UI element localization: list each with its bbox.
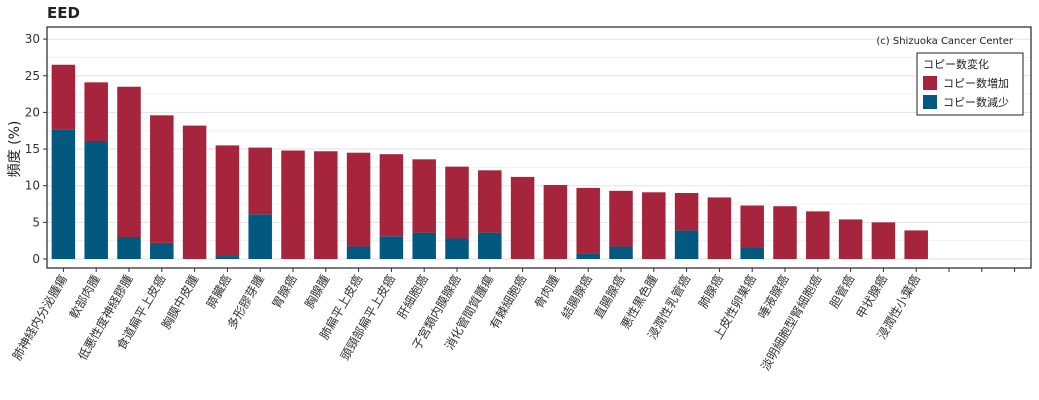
bar-loss xyxy=(248,214,272,259)
bar-gain xyxy=(838,219,863,259)
credit-text: (c) Shizuoka Cancer Center xyxy=(876,36,1014,47)
x-tick-label: 胃腺癌 xyxy=(269,272,300,311)
bar-gain xyxy=(478,170,502,233)
bar-loss xyxy=(379,236,404,259)
bar-gain xyxy=(543,184,568,259)
bar-loss xyxy=(478,232,502,259)
bar-gain xyxy=(871,222,896,259)
bar-gain xyxy=(215,145,240,257)
bar-gain xyxy=(84,82,108,141)
x-tick-label: 直腸腺癌 xyxy=(591,272,628,321)
y-tick-label: 30 xyxy=(25,32,40,46)
bar-gain xyxy=(346,152,371,247)
x-tick-label: 淡明細胞型腎細胞癌 xyxy=(757,272,824,373)
x-tick-label: 結腸腺癌 xyxy=(558,272,595,321)
x-tick-label: 胸腺腫 xyxy=(301,272,332,311)
grid-lines xyxy=(47,38,1031,260)
x-tick-label: 唾液腺癌 xyxy=(755,272,792,321)
x-tick-label: 肺腺癌 xyxy=(695,272,726,311)
bar-gain xyxy=(510,176,535,259)
bar-gain xyxy=(707,197,732,259)
legend-label-loss: コピー数減少 xyxy=(943,95,1009,109)
bar-gain xyxy=(806,211,830,259)
y-axis-label: 頻度 (%) xyxy=(7,121,23,178)
bar-loss xyxy=(740,248,764,259)
bar-loss xyxy=(51,129,76,259)
bar-gain xyxy=(904,230,928,259)
x-tick-label: 膵臓癌 xyxy=(203,272,234,311)
y-tick-label: 20 xyxy=(25,105,40,119)
plot-frame xyxy=(46,26,1032,269)
y-tick-label: 5 xyxy=(32,215,40,229)
bar-loss xyxy=(150,242,174,259)
bar-gain xyxy=(642,192,666,259)
bar-loss xyxy=(346,246,371,259)
bar-loss xyxy=(609,246,633,259)
x-tick-label: 肺神経内分泌腫瘍 xyxy=(9,272,70,363)
legend-swatch-loss xyxy=(923,95,937,109)
bar-gain xyxy=(412,159,436,233)
x-tick-label: 骨肉腫 xyxy=(532,273,562,311)
bar-loss xyxy=(215,256,240,259)
y-tick-label: 15 xyxy=(25,142,40,156)
legend: コピー数変化 コピー数増加 コピー数減少 xyxy=(916,52,1024,116)
chart-title: EED xyxy=(47,4,80,22)
bar-loss xyxy=(674,230,699,259)
bar-gain xyxy=(674,193,699,231)
x-tick-label: 甲状腺癌 xyxy=(853,272,890,321)
y-tick-label: 25 xyxy=(25,69,40,83)
bar-gain xyxy=(182,125,207,260)
legend-swatch-gain xyxy=(923,76,937,90)
x-tick-label: 胆管癌 xyxy=(826,272,857,311)
bar-loss xyxy=(445,238,469,259)
bar-gain xyxy=(773,206,797,259)
bar-loss xyxy=(84,140,108,259)
legend-label-gain: コピー数増加 xyxy=(943,77,1009,90)
x-tick-label: 軟部肉腫 xyxy=(66,272,103,321)
bar-gain xyxy=(379,154,404,237)
y-tick-label: 10 xyxy=(25,179,40,193)
bar-loss xyxy=(412,232,436,259)
bar-gain xyxy=(314,151,338,259)
x-tick-label: 肝細胞癌 xyxy=(394,272,431,321)
legend-title: コピー数変化 xyxy=(923,57,989,71)
bar-gain xyxy=(740,205,764,249)
bar-gain xyxy=(576,187,600,254)
y-tick-label: 0 xyxy=(32,252,40,266)
bar-gain xyxy=(281,150,305,259)
bar-gain xyxy=(445,166,469,239)
bar-gain xyxy=(609,190,633,247)
bar-gain xyxy=(150,115,174,243)
bar-gain xyxy=(51,64,76,130)
bar-gain xyxy=(248,147,272,215)
bar-loss xyxy=(576,253,600,259)
bar-loss xyxy=(117,237,141,259)
y-axis: 0 5 10 15 20 25 30 xyxy=(25,32,47,266)
bar-gain xyxy=(117,86,141,238)
bars xyxy=(51,64,928,260)
